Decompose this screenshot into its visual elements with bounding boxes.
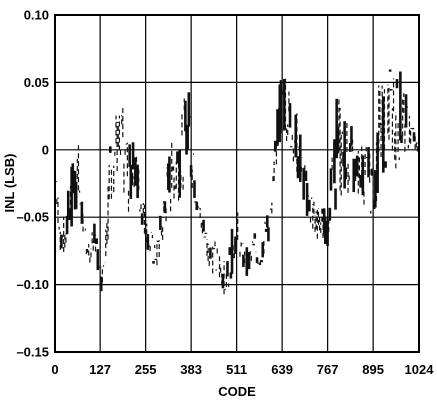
x-axis-title: CODE [218,384,256,399]
x-tick-label: 1024 [405,362,435,377]
y-tick-label: 0 [42,142,49,157]
inl-data-series [54,63,419,295]
x-tick-label: 383 [180,362,202,377]
x-tick-label: 0 [51,362,58,377]
y-tick-label: –0.15 [16,345,49,360]
x-tick-label: 511 [226,362,247,377]
x-tick-label: 767 [317,362,339,377]
x-tick-label: 255 [135,362,157,377]
y-tick-label: –0.10 [16,277,49,292]
y-axis-ticks: –0.15 –0.10 –0.05 0 0.05 0.10 [16,8,49,360]
grid-lines [54,14,420,353]
plot-frame [54,14,420,353]
y-tick-label: 0.05 [24,75,49,90]
x-tick-label: 639 [271,362,293,377]
y-axis-title: INL (LSB) [2,154,17,213]
y-tick-label: 0.10 [24,8,49,23]
x-tick-label: 127 [89,362,111,377]
y-tick-label: –0.05 [16,210,49,225]
x-tick-label: 895 [362,362,384,377]
x-axis-ticks: 0 127 255 383 511 639 767 895 1024 [51,362,434,377]
